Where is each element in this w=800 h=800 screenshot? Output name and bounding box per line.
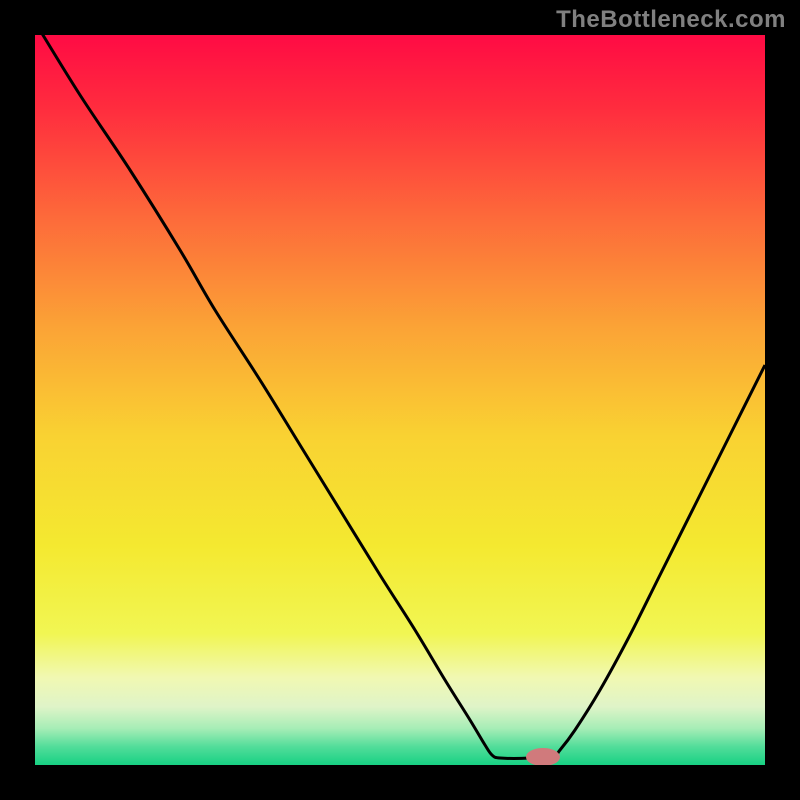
gradient-background — [35, 35, 765, 765]
watermark-label: TheBottleneck.com — [556, 6, 786, 34]
optimal-marker — [526, 748, 560, 766]
chart-container: TheBottleneck.com — [0, 0, 800, 800]
bottleneck-chart — [0, 0, 800, 800]
